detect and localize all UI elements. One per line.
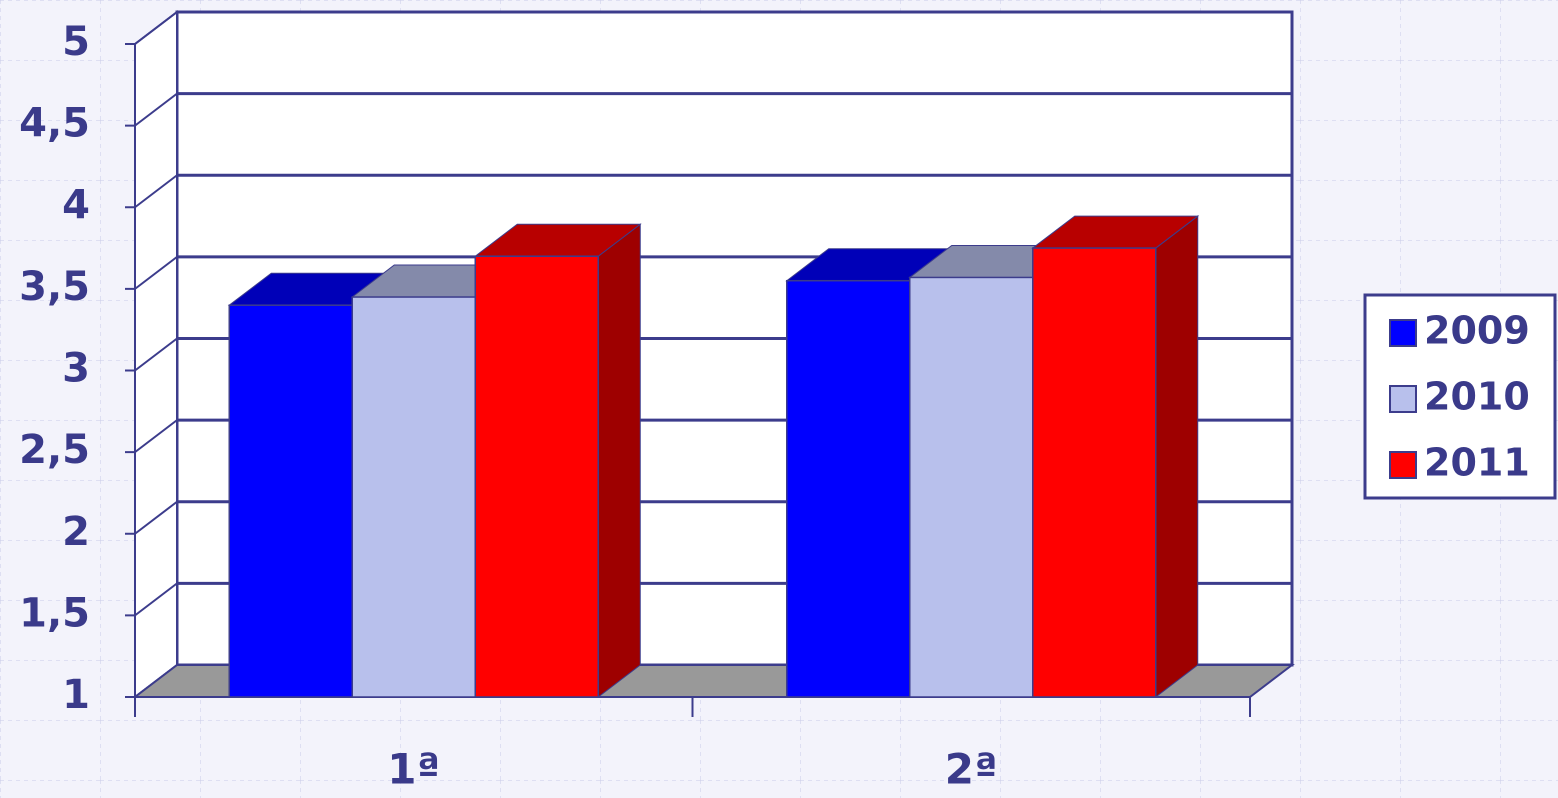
grid-line xyxy=(134,419,178,453)
bar xyxy=(786,279,911,698)
x-tick-label: 1ª xyxy=(387,745,440,794)
grid-line xyxy=(134,582,178,617)
legend-swatch xyxy=(1389,451,1417,479)
y-tick-label: 4,5 xyxy=(19,101,90,147)
legend: 2009 2010 2011 xyxy=(1363,293,1557,500)
bar xyxy=(474,255,599,698)
grid-line xyxy=(134,337,178,372)
legend-label: 2011 xyxy=(1424,441,1530,485)
x-tick-label: 2ª xyxy=(945,745,998,794)
y-tick-label: 1 xyxy=(62,672,90,718)
y-tick-label: 1,5 xyxy=(19,590,90,636)
legend-swatch xyxy=(1389,319,1417,347)
legend-label: 2010 xyxy=(1424,375,1530,419)
y-tick-label: 3,5 xyxy=(19,264,90,310)
grid-line xyxy=(134,256,178,290)
bar xyxy=(228,304,353,698)
legend-swatch xyxy=(1389,385,1417,413)
y-tick-label: 5 xyxy=(62,19,90,65)
bar xyxy=(909,276,1034,698)
grid-line xyxy=(134,11,178,45)
y-tick-label: 2,5 xyxy=(19,427,90,473)
bar-side xyxy=(597,223,641,699)
y-tick-label: 2 xyxy=(62,509,90,555)
y-tick-label: 4 xyxy=(62,182,90,228)
bar xyxy=(351,296,476,698)
grid-line xyxy=(134,174,178,209)
legend-label: 2009 xyxy=(1424,309,1530,353)
bar-side xyxy=(1155,215,1199,699)
grid-line xyxy=(134,92,178,127)
grid-line xyxy=(134,500,178,535)
bar xyxy=(1032,247,1157,698)
y-tick-label: 3 xyxy=(62,346,90,392)
